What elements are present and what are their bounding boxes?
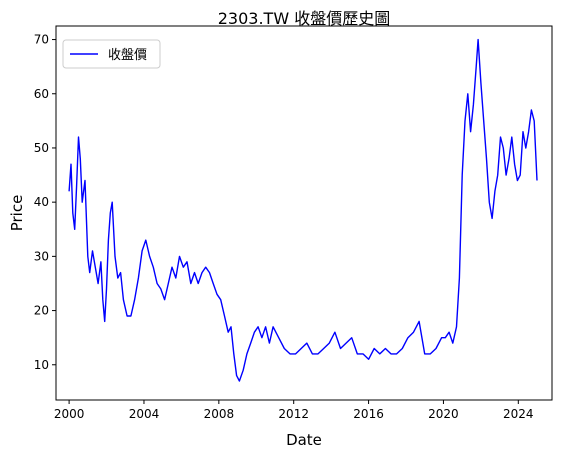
y-tick-label: 70 (34, 33, 49, 47)
x-tick-label: 2024 (503, 407, 534, 421)
y-tick-label: 60 (34, 87, 49, 101)
x-tick-label: 2004 (129, 407, 160, 421)
y-tick-label: 10 (34, 358, 49, 372)
legend: 收盤價 (62, 39, 161, 69)
legend-box (62, 39, 161, 69)
series-line-close-price (68, 38, 538, 382)
plot-area (55, 25, 553, 401)
y-axis-label: Price (8, 195, 26, 232)
y-axis-ticks: 10 20 30 40 50 60 70 (34, 33, 56, 372)
x-tick-label: 2008 (204, 407, 235, 421)
x-tick-label: 2016 (353, 407, 384, 421)
y-tick-label: 40 (34, 195, 49, 209)
x-tick-label: 2012 (278, 407, 309, 421)
x-axis-ticks: 2000 2004 2008 2012 2016 2020 2024 (54, 400, 534, 421)
x-axis-label: Date (286, 431, 322, 449)
x-tick-label: 2000 (54, 407, 85, 421)
chart-title: 2303.TW 收盤價歷史圖 (218, 9, 391, 28)
x-tick-label: 2020 (428, 407, 459, 421)
y-tick-label: 30 (34, 249, 49, 263)
legend-label: 收盤價 (108, 48, 147, 63)
y-tick-label: 50 (34, 141, 49, 155)
y-tick-label: 20 (34, 304, 49, 318)
